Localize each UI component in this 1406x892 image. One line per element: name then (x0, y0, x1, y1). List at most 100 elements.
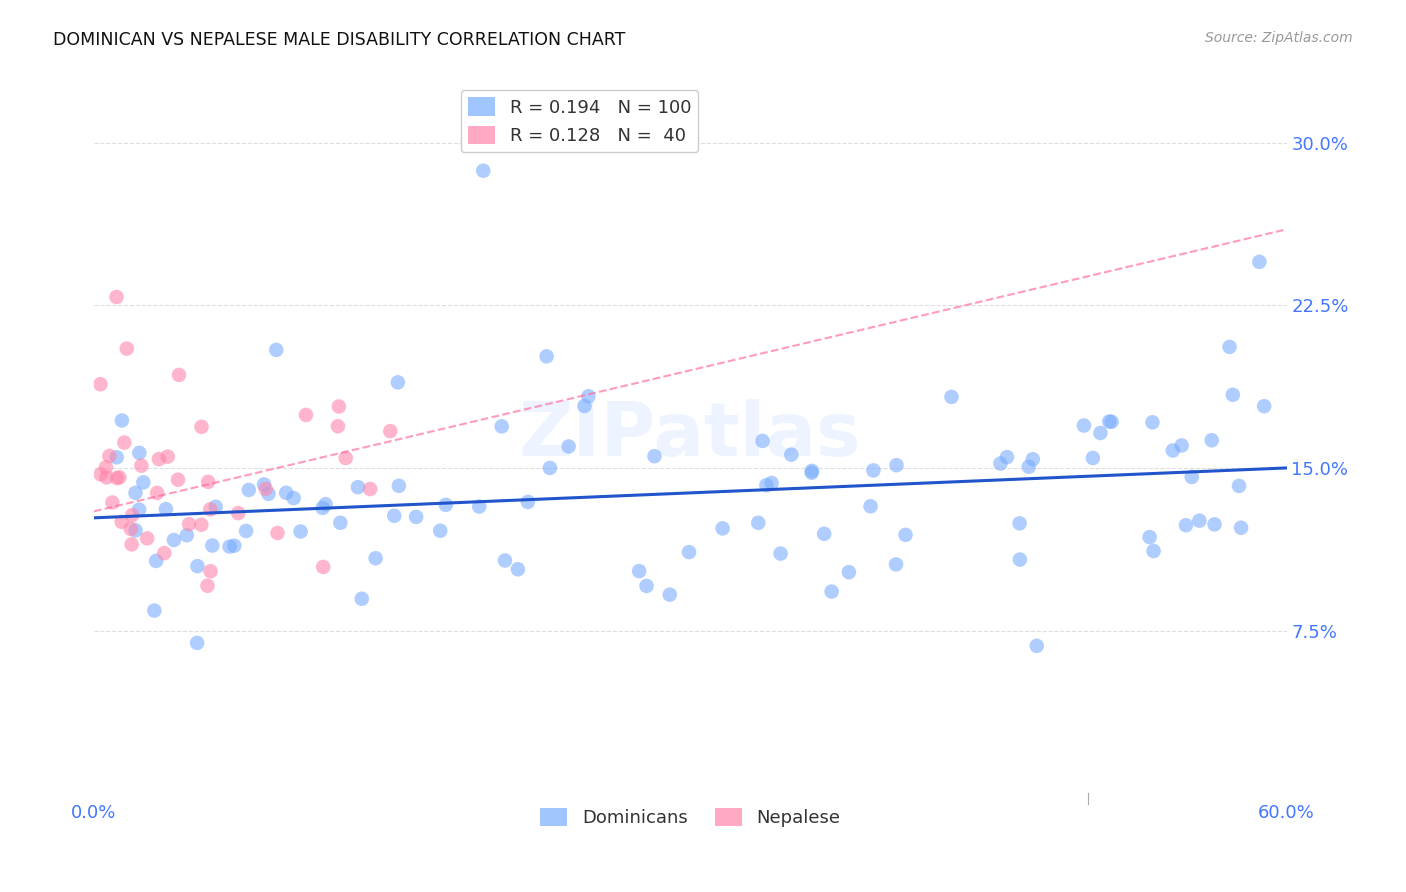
Point (506, 562, 529, 576)
Point (155, 502, 177, 516)
Point (755, 478, 778, 492)
Point (658, 588, 681, 602)
Point (105, 450, 128, 465)
Point (167, 473, 190, 487)
Point (112, 435, 135, 450)
Point (121, 508, 143, 523)
Point (1008, 552, 1031, 566)
Point (200, 502, 222, 516)
Point (224, 539, 246, 553)
Point (218, 540, 240, 554)
Point (538, 461, 561, 475)
Point (813, 526, 835, 541)
Point (328, 400, 350, 414)
Point (578, 389, 600, 403)
Point (1249, 255, 1271, 269)
Point (387, 376, 409, 390)
Point (990, 457, 1012, 471)
Point (197, 475, 219, 489)
Point (769, 547, 792, 561)
Point (108, 470, 131, 484)
Point (96, 470, 118, 484)
Point (995, 450, 1018, 464)
Point (761, 475, 783, 490)
Point (388, 479, 411, 493)
Legend: Dominicans, Nepalese: Dominicans, Nepalese (533, 801, 848, 834)
Point (347, 480, 370, 494)
Point (98, 449, 121, 463)
Point (636, 579, 658, 593)
Point (1181, 470, 1204, 484)
Point (266, 526, 288, 541)
Point (295, 408, 318, 422)
Point (120, 522, 142, 536)
Point (1101, 415, 1123, 429)
Point (111, 413, 134, 427)
Point (1161, 443, 1184, 458)
Point (1222, 388, 1244, 402)
Point (364, 551, 387, 566)
Point (1142, 415, 1164, 429)
Point (800, 464, 823, 478)
Point (1142, 544, 1164, 558)
Point (628, 564, 651, 578)
Text: Source: ZipAtlas.com: Source: ZipAtlas.com (1205, 31, 1353, 45)
Point (136, 532, 159, 546)
Point (862, 463, 884, 477)
Point (859, 500, 882, 514)
Point (253, 477, 276, 491)
Point (238, 483, 260, 497)
Point (1170, 438, 1192, 452)
Point (711, 521, 734, 535)
Point (290, 524, 312, 539)
Point (800, 466, 823, 480)
Point (94, 460, 117, 475)
Point (163, 533, 186, 547)
Point (153, 546, 176, 560)
Point (131, 458, 153, 473)
Point (382, 508, 405, 523)
Point (1098, 415, 1121, 429)
Point (197, 579, 219, 593)
Point (1022, 452, 1045, 467)
Point (105, 290, 128, 304)
Point (1018, 459, 1040, 474)
Point (257, 487, 280, 501)
Point (886, 458, 908, 473)
Point (780, 448, 803, 462)
Point (254, 482, 277, 496)
Point (678, 545, 700, 559)
Point (1139, 530, 1161, 544)
Point (1201, 434, 1223, 448)
Point (494, 553, 516, 567)
Point (128, 502, 150, 516)
Point (146, 486, 169, 500)
Point (177, 517, 200, 532)
Point (148, 452, 170, 467)
Text: ZIPatlas: ZIPatlas (519, 399, 862, 472)
Point (105, 471, 128, 485)
Point (557, 440, 579, 454)
Point (204, 500, 226, 514)
Point (1253, 399, 1275, 413)
Point (359, 482, 381, 496)
Point (190, 420, 212, 434)
Point (1230, 521, 1253, 535)
Point (350, 591, 373, 606)
Point (128, 446, 150, 460)
Point (491, 419, 513, 434)
Point (1073, 418, 1095, 433)
Point (380, 424, 402, 438)
Point (747, 516, 769, 530)
Point (156, 450, 179, 464)
Point (516, 495, 538, 509)
Point (941, 390, 963, 404)
Point (190, 517, 212, 532)
Point (264, 343, 287, 357)
Point (1188, 514, 1211, 528)
Point (1204, 517, 1226, 532)
Point (101, 495, 124, 509)
Point (1219, 340, 1241, 354)
Point (176, 528, 198, 542)
Point (315, 497, 337, 511)
